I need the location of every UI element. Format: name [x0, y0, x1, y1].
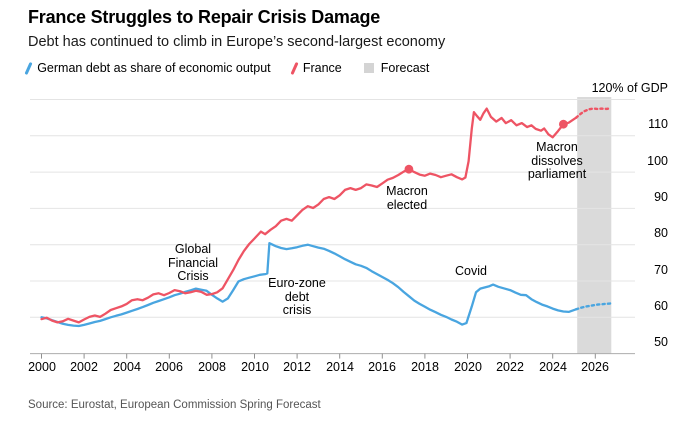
- y-tick-90: 90: [654, 190, 668, 204]
- x-tick-2004: 2004: [113, 360, 141, 374]
- annotation-line: Macron: [536, 140, 578, 154]
- x-tick-2018: 2018: [411, 360, 439, 374]
- legend-label-france: France: [302, 61, 342, 75]
- legend-item-germany: German debt as share of economic output: [24, 61, 271, 75]
- x-tick-2006: 2006: [155, 360, 183, 374]
- y-axis-top-label: 120% of GDP: [591, 81, 668, 95]
- x-tick-2000: 2000: [28, 360, 56, 374]
- y-tick-110: 110: [648, 117, 668, 131]
- forecast-band: [577, 97, 612, 354]
- x-tick-2026: 2026: [581, 360, 609, 374]
- x-tick-2012: 2012: [283, 360, 311, 374]
- event-dot-1: [559, 119, 568, 129]
- annotation-line: Crisis: [177, 269, 209, 283]
- germany-forecast-line: [574, 302, 612, 311]
- x-tick-2008: 2008: [198, 360, 226, 374]
- x-tick-2010: 2010: [241, 360, 269, 374]
- y-tick-100: 100: [647, 154, 668, 168]
- legend-label-forecast: Forecast: [380, 61, 430, 75]
- y-tick-80: 80: [654, 226, 668, 240]
- annotation-line: Financial: [167, 255, 219, 270]
- annotation-global-financial-crisis: Global Financial Crisis: [131, 242, 255, 284]
- annotation-line: crisis: [282, 303, 312, 317]
- x-tick-2016: 2016: [368, 360, 396, 374]
- legend-label-germany: German debt as share of economic output: [37, 61, 271, 75]
- page-title: France Struggles to Repair Crisis Damage: [28, 7, 381, 27]
- annotation-line: debt: [284, 289, 310, 304]
- x-tick-2020: 2020: [454, 360, 482, 374]
- legend: German debt as share of economic output …: [24, 61, 430, 75]
- annotation-covid: Covid: [421, 264, 521, 279]
- annotation-line: parliament: [527, 167, 587, 181]
- y-tick-50: 50: [654, 335, 668, 349]
- y-tick-60: 60: [654, 299, 668, 313]
- annotation-line: Global: [174, 242, 212, 256]
- annotation-line: elected: [386, 197, 428, 212]
- x-tick-2002: 2002: [70, 360, 98, 374]
- source-note: Source: Eurostat, European Commission Sp…: [28, 399, 321, 411]
- x-tick-2014: 2014: [326, 360, 354, 374]
- annotation-macron-elected: Macron elected: [345, 184, 469, 212]
- x-tick-2024: 2024: [539, 360, 567, 374]
- legend-item-forecast: Forecast: [363, 61, 430, 75]
- annotation-eurozone-debt-crisis: Euro-zone debt crisis: [235, 276, 359, 318]
- event-dot-0: [404, 164, 414, 174]
- annotation-line: Covid: [455, 264, 487, 278]
- page-subtitle: Debt has continued to climb in Europe’s …: [28, 34, 446, 50]
- france-forecast-line: [574, 107, 612, 119]
- germany-line: [40, 242, 578, 328]
- annotation-macron-dissolves-parliament: Macron dissolves parliament: [495, 140, 619, 182]
- annotation-line: dissolves: [531, 153, 583, 168]
- annotation-line: Euro-zone: [268, 276, 326, 290]
- france-line: [40, 107, 578, 324]
- y-tick-70: 70: [654, 263, 668, 277]
- annotation-line: Macron: [386, 184, 428, 198]
- x-tick-2022: 2022: [496, 360, 524, 374]
- legend-item-france: France: [290, 61, 342, 75]
- forecast-band-marker-icon: [363, 63, 374, 73]
